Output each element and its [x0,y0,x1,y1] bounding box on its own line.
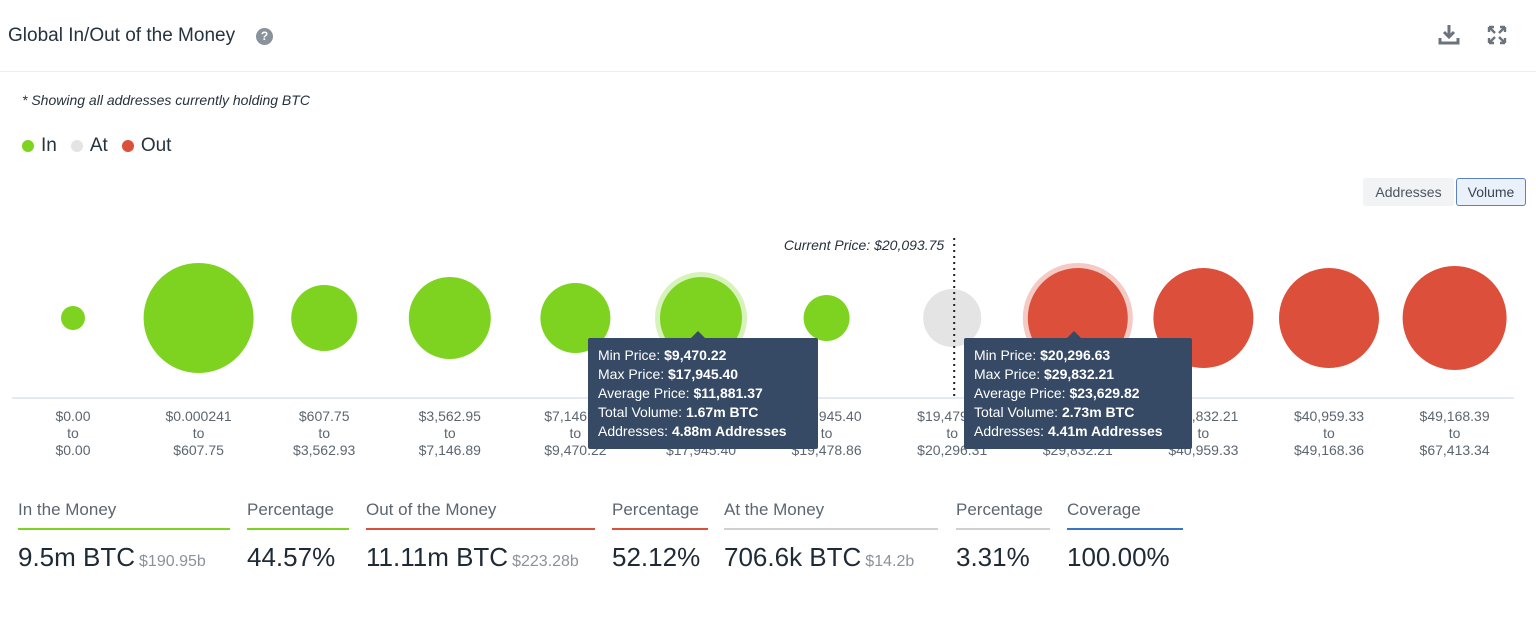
bubble-8-range-label: to [946,425,958,441]
bubble-2-range-label: $0.000241 [166,408,232,424]
bubble-7[interactable] [803,295,850,341]
stat-value: 100.00% [1067,542,1170,572]
bubble-2-range-label: to [193,425,205,441]
stat-label: Percentage [956,500,1050,530]
bubble-3-range-label: to [318,425,330,441]
bubble-12-range-label: $67,413.34 [1420,442,1490,458]
holding-note: * Showing all addresses currently holdin… [22,92,310,108]
stat-in-the-money: In the Money 9.5m BTC $190.95b [18,500,230,573]
bubble-5-range-label: to [570,425,582,441]
bubble-3-range-label: $3,562.93 [293,442,355,458]
stat-value: 52.12% [612,542,701,572]
volume-toggle[interactable]: Volume [1456,178,1526,206]
stat-at-the-money: At the Money 706.6k BTC $14.2b [724,500,938,573]
stat-value: 44.57% [247,542,336,572]
bubble-1-range-label: $0.00 [55,408,90,424]
tooltip-bubble-9: Min Price: $20,296.63 Max Price: $29,832… [964,331,1192,449]
addresses-toggle[interactable]: Addresses [1363,178,1454,206]
bubble-5[interactable] [540,283,611,353]
legend-label-out: Out [140,135,172,156]
bubble-4[interactable] [408,277,491,359]
bubble-1-range-label: to [67,425,79,441]
stat-out-percentage: Percentage 52.12% [612,500,708,573]
expand-icon[interactable] [1484,22,1510,48]
stat-coverage: Coverage 100.00% [1067,500,1183,573]
tooltip-avg-row: Average Price: $23,629.82 [974,385,1140,401]
bubble-12-range-label: $49,168.39 [1420,408,1490,424]
bubble-11[interactable] [1279,268,1379,368]
legend-item-at[interactable]: At [70,135,108,157]
stat-in-percentage: Percentage 44.57% [247,500,349,573]
bubble-4-range-label: to [444,425,456,441]
bubble-1-range-label: $0.00 [55,442,90,458]
bubble-4-range-label: $3,562.95 [419,408,481,424]
tooltip-bubble-6: Min Price: $9,470.22 Max Price: $17,945.… [588,331,818,449]
stat-at-percentage: Percentage 3.31% [956,500,1050,573]
chart-header: Global In/Out of the Money ? [0,0,1536,72]
stat-label: At the Money [724,500,938,530]
tooltip-volume-row: Total Volume: 2.73m BTC [974,404,1135,420]
legend-item-out[interactable]: Out [121,135,172,157]
tooltip-max-row: Max Price: $29,832.21 [974,366,1115,382]
legend: In At Out [22,135,185,157]
bubble-2[interactable] [143,263,254,373]
legend-dot-at [70,140,83,152]
bubble-3-range-label: $607.75 [299,408,350,424]
legend-label-at: At [89,135,108,156]
stat-label: Percentage [247,500,349,530]
bubble-2-range-label: $607.75 [173,442,224,458]
tooltip-volume-row: Total Volume: 1.67m BTC [598,404,759,420]
tooltip-addresses-row: Addresses: 4.88m Addresses [598,423,787,439]
tooltip-max-row: Max Price: $17,945.40 [598,366,739,382]
tooltip-addresses-row: Addresses: 4.41m Addresses [974,423,1163,439]
stat-label: Percentage [612,500,708,530]
tooltip-avg-row: Average Price: $11,881.37 [598,385,763,401]
current-price-label: Current Price: $20,093.75 [784,237,945,253]
stat-label: Coverage [1067,500,1183,530]
tooltip-min-row: Min Price: $20,296.63 [974,347,1111,363]
bubble-11-range-label: $40,959.33 [1294,408,1364,424]
stat-label: Out of the Money [366,500,595,530]
stat-value: 3.31% [956,542,1030,572]
bubble-1[interactable] [61,306,85,330]
tooltip-min-row: Min Price: $9,470.22 [598,347,727,363]
bubble-11-range-label: to [1323,425,1335,441]
legend-dot-in [22,140,34,152]
stat-value: 11.11m BTC $223.28b [366,542,579,572]
download-icon[interactable] [1436,22,1462,48]
stat-out-of-the-money: Out of the Money 11.11m BTC $223.28b [366,500,595,573]
bubble-12[interactable] [1402,266,1507,370]
stat-value: 706.6k BTC $14.2b [724,542,915,572]
legend-label-in: In [41,135,57,156]
bubble-4-range-label: $7,146.89 [419,442,481,458]
bubble-7-range-label: to [821,425,833,441]
bubble-8[interactable] [923,289,982,347]
stat-value: 9.5m BTC $190.95b [18,542,206,572]
bubble-12-range-label: to [1449,425,1461,441]
stat-label: In the Money [18,500,230,530]
chart-title: Global In/Out of the Money [8,25,236,46]
bubble-3[interactable] [291,285,358,351]
legend-item-in[interactable]: In [22,135,57,157]
bubble-10-range-label: to [1198,425,1210,441]
help-icon[interactable]: ? [256,28,273,45]
legend-dot-out [121,140,134,152]
bubble-11-range-label: $49,168.36 [1294,442,1364,458]
